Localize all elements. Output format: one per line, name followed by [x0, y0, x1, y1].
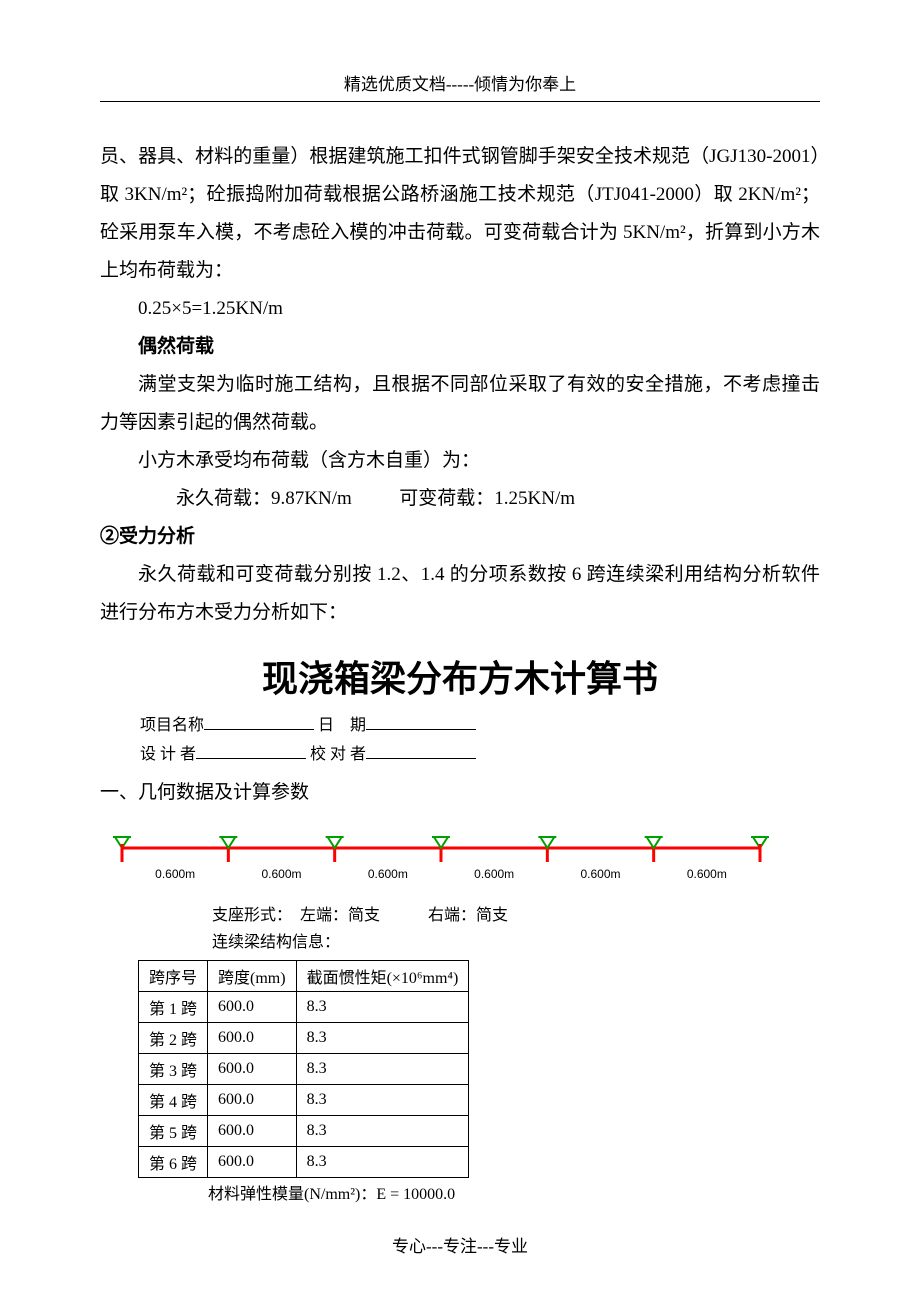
- perm-load-text: 永久荷载：9.87KN/m: [176, 488, 352, 509]
- svg-text:0.600m: 0.600m: [474, 867, 514, 881]
- paragraph-4: 满堂支架为临时施工结构，且根据不同部位采取了有效的安全措施，不考虑撞击力等因素引…: [100, 366, 820, 442]
- var-load-text: 可变荷载：1.25KN/m: [399, 488, 575, 509]
- svg-text:0.600m: 0.600m: [580, 867, 620, 881]
- paragraph-8: 永久荷载和可变荷载分别按 1.2、1.4 的分项系数按 6 跨连续梁利用结构分析…: [100, 556, 820, 632]
- table-body: 第 1 跨600.08.3第 2 跨600.08.3第 3 跨600.08.3第…: [139, 991, 469, 1177]
- table-cell: 600.0: [208, 1053, 297, 1084]
- table-cell: 8.3: [296, 1022, 469, 1053]
- paragraph-1: 员、器具、材料的重量）根据建筑施工扣件式钢管脚手架安全技术规范（JGJ130-2…: [100, 138, 820, 290]
- table-header-row: 跨序号跨度(mm)截面惯性矩(×10⁶mm⁴): [139, 960, 469, 991]
- table-col-header: 截面惯性矩(×10⁶mm⁴): [296, 960, 469, 991]
- table-row: 第 5 跨600.08.3: [139, 1115, 469, 1146]
- table-row: 第 6 跨600.08.3: [139, 1146, 469, 1177]
- table-cell: 第 4 跨: [139, 1084, 208, 1115]
- section-1-heading: 一、几何数据及计算参数: [100, 774, 820, 812]
- table-cell: 600.0: [208, 1084, 297, 1115]
- paragraph-5: 小方木承受均布荷载（含方木自重）为：: [100, 442, 820, 480]
- elastic-modulus: 材料弹性模量(N/mm²)：E = 10000.0: [208, 1180, 820, 1204]
- label-designer: 设 计 者: [140, 746, 196, 763]
- table-cell: 600.0: [208, 991, 297, 1022]
- paragraph-3: 偶然荷载: [100, 328, 820, 366]
- table-cell: 600.0: [208, 1115, 297, 1146]
- designer-blank: [196, 743, 306, 759]
- table-col-header: 跨度(mm): [208, 960, 297, 991]
- svg-text:0.600m: 0.600m: [261, 867, 301, 881]
- label-project: 项目名称: [140, 717, 204, 734]
- calc-title: 现浇箱梁分布方木计算书: [100, 650, 820, 702]
- paragraph-7: ②受力分析: [100, 518, 820, 556]
- table-cell: 8.3: [296, 1146, 469, 1177]
- table-cell: 8.3: [296, 1115, 469, 1146]
- table-cell: 600.0: [208, 1022, 297, 1053]
- paragraph-6: 永久荷载：9.87KN/m 可变荷载：1.25KN/m: [100, 480, 820, 518]
- page-header: 精选优质文档-----倾情为你奉上: [100, 70, 820, 95]
- document-body: 员、器具、材料的重量）根据建筑施工扣件式钢管脚手架安全技术规范（JGJ130-2…: [100, 138, 820, 632]
- table-cell: 第 1 跨: [139, 991, 208, 1022]
- table-cell: 第 5 跨: [139, 1115, 208, 1146]
- table-cell: 第 2 跨: [139, 1022, 208, 1053]
- svg-text:0.600m: 0.600m: [368, 867, 408, 881]
- meta-line-1: 项目名称 日 期: [140, 712, 820, 741]
- table-cell: 8.3: [296, 991, 469, 1022]
- support-note-1: 支座形式： 左端：简支 右端：简支: [100, 902, 820, 929]
- beam-diagram-svg: 0.600m 0.600m 0.600m 0.600m 0.600m 0.600m: [100, 830, 782, 890]
- table-col-header: 跨序号: [139, 960, 208, 991]
- support-note-2: 连续梁结构信息：: [100, 929, 820, 956]
- header-rule: [100, 101, 820, 102]
- project-blank: [204, 714, 314, 730]
- table-cell: 8.3: [296, 1053, 469, 1084]
- table-cell: 第 6 跨: [139, 1146, 208, 1177]
- svg-text:0.600m: 0.600m: [155, 867, 195, 881]
- table-row: 第 4 跨600.08.3: [139, 1084, 469, 1115]
- paragraph-2: 0.25×5=1.25KN/m: [100, 290, 820, 328]
- label-date: 日 期: [318, 717, 366, 734]
- svg-text:0.600m: 0.600m: [687, 867, 727, 881]
- label-checker: 校 对 者: [310, 746, 366, 763]
- span-table: 跨序号跨度(mm)截面惯性矩(×10⁶mm⁴) 第 1 跨600.08.3第 2…: [138, 960, 469, 1178]
- table-row: 第 2 跨600.08.3: [139, 1022, 469, 1053]
- table-cell: 600.0: [208, 1146, 297, 1177]
- table-row: 第 3 跨600.08.3: [139, 1053, 469, 1084]
- table-cell: 第 3 跨: [139, 1053, 208, 1084]
- checker-blank: [366, 743, 476, 759]
- page-footer: 专心---专注---专业: [100, 1232, 820, 1257]
- meta-line-2: 设 计 者 校 对 者: [140, 741, 820, 770]
- table-cell: 8.3: [296, 1084, 469, 1115]
- beam-diagram: 0.600m 0.600m 0.600m 0.600m 0.600m 0.600m: [100, 830, 820, 890]
- table-row: 第 1 跨600.08.3: [139, 991, 469, 1022]
- date-blank: [366, 714, 476, 730]
